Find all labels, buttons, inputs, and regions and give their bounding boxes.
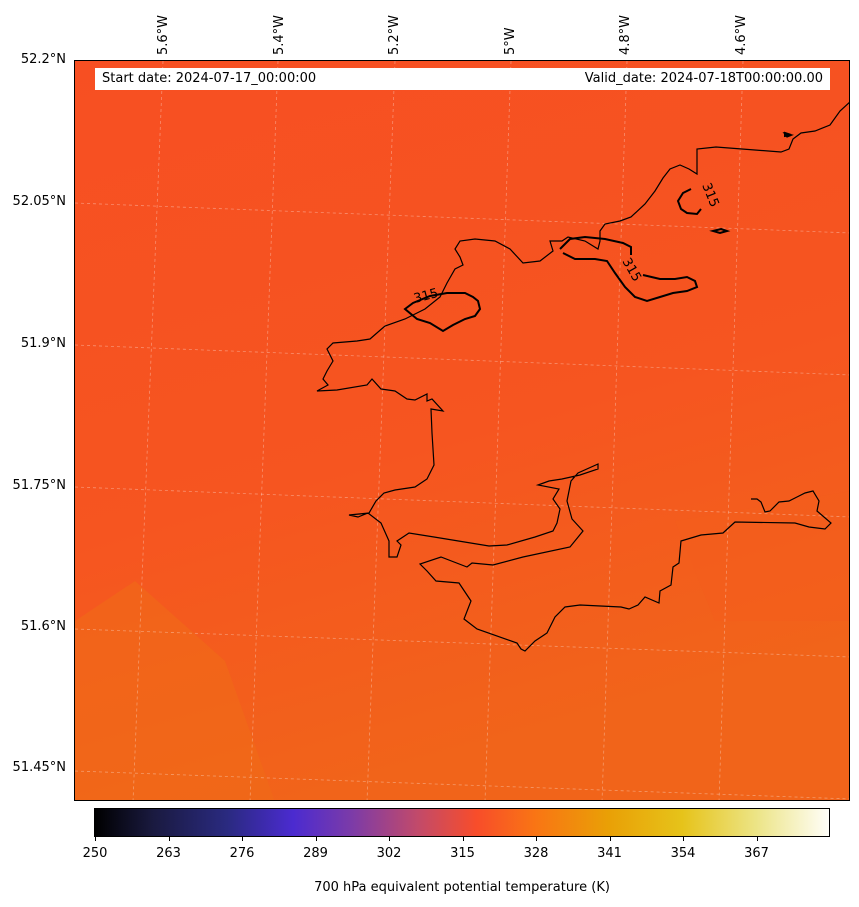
- colorbar-tick-label: 315: [450, 846, 475, 861]
- colorbar: [94, 808, 830, 837]
- colorbar-tick-label: 302: [376, 846, 402, 861]
- start-date-text: Start date: 2024-07-17_00:00:00: [102, 71, 317, 86]
- lon-label: 5.4°W: [272, 14, 287, 55]
- warm-region-sw: [75, 581, 275, 800]
- colorbar-tickmark: [536, 837, 537, 841]
- colorbar-tick-label: 328: [523, 846, 549, 861]
- colorbar-tickmark: [95, 837, 96, 841]
- colorbar-tick-label: 263: [156, 846, 181, 861]
- lon-label: 4.6°W: [734, 14, 749, 55]
- colorbar-tickmark: [609, 837, 611, 841]
- colorbar-tick-label: 354: [670, 846, 696, 861]
- colorbar-tick-label: 250: [82, 846, 108, 861]
- date-info-box: Start date: 2024-07-17_00:00:00 Valid_da…: [95, 68, 830, 90]
- graticule: [75, 61, 849, 800]
- lat-label: 51.75°N: [12, 478, 66, 493]
- lat-label: 52.2°N: [20, 52, 66, 67]
- colorbar-tickmark: [168, 837, 170, 841]
- lon-label: 5.6°W: [156, 14, 171, 55]
- map-panel: 315 315 315 Start date: 2024-07-17_00:00…: [74, 60, 850, 801]
- lon-label: 5.2°W: [387, 14, 402, 55]
- contours-315: [403, 131, 792, 333]
- warm-region-se: [675, 491, 849, 621]
- colorbar-tick-label: 289: [303, 846, 328, 861]
- map-canvas: 315 315 315: [75, 61, 849, 800]
- colorbar-tick-label: 341: [597, 846, 622, 861]
- valid-date-text: Valid_date: 2024-07-18T00:00:00.00: [584, 71, 823, 86]
- colorbar-tickmark: [315, 837, 317, 841]
- lat-label: 52.05°N: [12, 194, 66, 209]
- colorbar-tickmark: [462, 837, 464, 841]
- colorbar-tickmark: [242, 837, 243, 841]
- colorbar-label: 700 hPa equivalent potential temperature…: [314, 880, 610, 895]
- lat-label: 51.6°N: [20, 619, 66, 634]
- colorbar-tickmark: [389, 837, 390, 841]
- lon-label: 4.8°W: [618, 14, 633, 55]
- colorbar-tick-label: 276: [229, 846, 255, 861]
- colorbar-tick-label: 367: [744, 846, 769, 861]
- lat-label: 51.45°N: [12, 760, 66, 775]
- colorbar-tickmark: [756, 837, 758, 841]
- colorbar-tickmark: [683, 837, 684, 841]
- lon-label: 5°W: [503, 27, 518, 55]
- lat-label: 51.9°N: [20, 336, 66, 351]
- contour-label: 315: [412, 286, 440, 307]
